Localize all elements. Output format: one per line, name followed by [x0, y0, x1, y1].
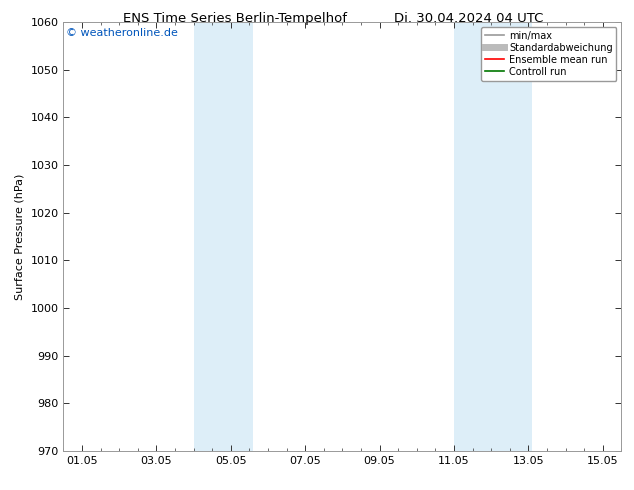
Text: Di. 30.04.2024 04 UTC: Di. 30.04.2024 04 UTC: [394, 12, 544, 25]
Bar: [193, 22, 253, 451]
Text: ENS Time Series Berlin-Tempelhof: ENS Time Series Berlin-Tempelhof: [122, 12, 347, 25]
Legend: min/max, Standardabweichung, Ensemble mean run, Controll run: min/max, Standardabweichung, Ensemble me…: [481, 27, 616, 80]
Y-axis label: Surface Pressure (hPa): Surface Pressure (hPa): [15, 173, 25, 299]
Bar: [454, 22, 491, 451]
Bar: [491, 22, 532, 451]
Text: © weatheronline.de: © weatheronline.de: [66, 28, 178, 39]
